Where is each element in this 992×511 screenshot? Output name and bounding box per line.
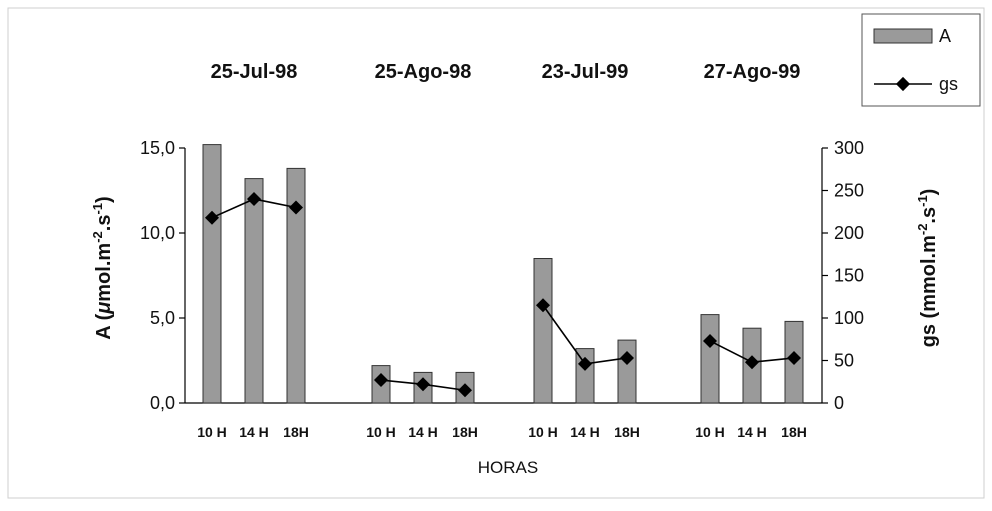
ylabel-right-sup2: -1 [915,195,930,207]
bars [202,144,804,404]
group-title: 23-Jul-99 [542,61,629,83]
bar-a [286,167,306,404]
bar-a [575,348,595,404]
y-axis-title-left: A (μmol.m-2.s-1) [90,196,115,339]
category-label: 14 H [737,424,767,440]
left-tick-label: 10,0 [140,223,175,243]
bar-a [202,144,222,404]
legend-swatch-bar [873,28,933,44]
category-label: 18H [614,424,640,440]
category-label: 14 H [408,424,438,440]
ylabel-left-pre: A ( [93,313,115,339]
bar-a [244,178,264,404]
legend: A gs [861,13,981,107]
right-tick-label: 50 [834,351,854,371]
gs-marker [536,298,550,313]
gs-marker [703,333,717,348]
legend-label-a: A [939,26,951,46]
category-label: 10 H [197,424,227,440]
legend-swatch-marker [895,76,911,92]
category-label: 10 H [366,424,396,440]
bar-a [533,258,553,404]
ylabel-left-mid: mol.m [93,243,115,302]
gs-marker [416,377,430,392]
ylabel-left-sup2: -1 [90,203,105,215]
gs-marker [745,355,759,370]
category-label: 10 H [695,424,725,440]
category-label: 18H [781,424,807,440]
category-label: 18H [283,424,309,440]
ylabel-left-post: ) [93,196,115,203]
ylabel-right-sup1: -2 [915,224,930,236]
right-tick-label: 100 [834,308,864,328]
gs-marker [578,356,592,371]
category-label: 14 H [239,424,269,440]
category-labels: 10 H 14 H 18H 10 H 14 H 18H 10 H 14 H 18H 10 H 14 … [197,424,807,440]
ylabel-left-dot: .s [93,215,115,232]
ylabel-left-sup1: -2 [90,231,105,243]
left-tick-label: 0,0 [150,393,175,413]
left-tick-label: 5,0 [150,308,175,328]
group-title: 25-Ago-98 [375,61,472,83]
gs-marker [458,383,472,398]
group-title: 25-Jul-98 [211,61,298,83]
ylabel-right-pre: gs (mmol.m [918,235,940,347]
gs-marker [374,373,388,388]
group-title: 27-Ago-99 [704,61,801,83]
category-label: 18H [452,424,478,440]
gs-marker [787,350,801,365]
chart-frame [7,7,985,499]
gs-marker [620,350,634,365]
right-tick-label: 0 [834,393,844,413]
x-axis-title: HORAS [478,458,538,477]
right-tick-label: 250 [834,181,864,201]
gs-marker [289,200,303,215]
left-tick-label: 15,0 [140,138,175,158]
ylabel-right-post: ) [918,189,940,196]
category-label: 10 H [528,424,558,440]
ylabel-right-dot: .s [918,207,940,224]
legend-box [861,13,981,107]
legend-label-gs: gs [939,74,958,94]
right-tick-label: 300 [834,138,864,158]
right-tick-label: 200 [834,223,864,243]
gs-markers [205,192,801,398]
bar-a [617,339,637,404]
gs-marker [205,210,219,225]
y-axis-title-right: gs (mmol.m-2.s-1) [915,189,940,348]
ylabel-left-mu: μ [93,302,115,315]
gs-marker [247,192,261,206]
right-axis: 0 50 100 150 200 250 300 [821,138,864,413]
bar-a [700,314,720,404]
group-titles: 25-Jul-98 25-Ago-98 23-Jul-99 27-Ago-99 [211,61,801,83]
right-tick-label: 150 [834,266,864,286]
category-label: 14 H [570,424,600,440]
